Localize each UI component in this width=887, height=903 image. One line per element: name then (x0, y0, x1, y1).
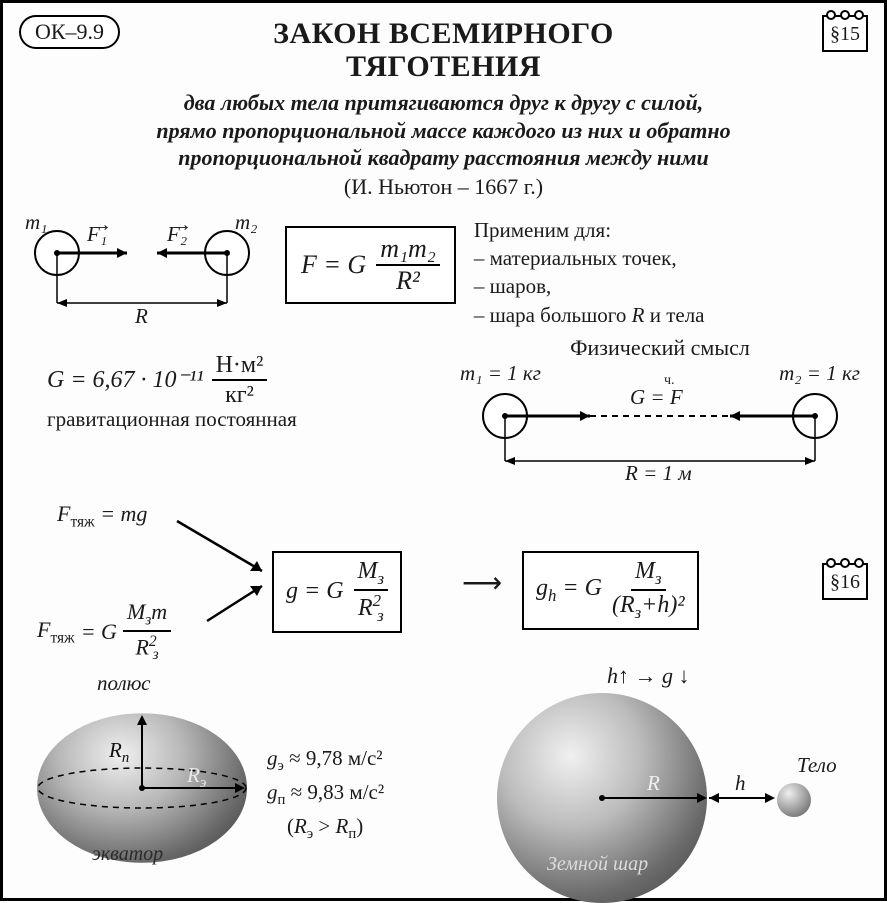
formula-fraction: m₁m₂ R² (376, 236, 440, 294)
physical-sense-block: Физический смысл (450, 335, 870, 481)
g-constant-block: G = 6,67 · 10⁻¹¹ Н·м² кг² гравитационная… (17, 353, 420, 432)
list-item: – шаров, (474, 272, 705, 300)
earth-sphere-label: Земной шар (547, 853, 648, 876)
author-line: (И. Ньютон – 1667 г.) (17, 174, 870, 200)
re-label: Rэ (187, 763, 206, 792)
mass2-label: m₂ (235, 210, 257, 235)
section-badge-label: §15 (830, 23, 860, 45)
g-formula-box: g = G Mз R2з (272, 551, 402, 633)
sense-r-label: R = 1 м (625, 461, 692, 486)
definition-line: пропорциональной квадрату расстояния меж… (17, 144, 870, 172)
list-item: – шара большого R и тела (474, 301, 705, 329)
earth-sphere-diagram: h↑ → g ↓ R h Тело Земной шар (447, 663, 867, 903)
definition-text: два любых тела притягиваются друг к друг… (17, 89, 870, 172)
vector-arrow-icon: → (91, 212, 112, 237)
pole-label: полюс (97, 671, 150, 696)
g-pole-value: gп ≈ 9,83 м/с² (267, 777, 384, 811)
oblate-earth-diagram: полюс экватор Rп Rэ gэ ≈ 9,78 м/с² gп ≈ … (17, 663, 437, 883)
section-badge-15: §15 (822, 15, 868, 52)
page-title: ЗАКОН ВСЕМИРНОГО ТЯГОТЕНИЯ (17, 17, 870, 83)
earth-h-label: h (735, 771, 746, 796)
ftyazh-mg: Fтяж = mg (57, 501, 147, 531)
sense-m1-label: m₁ = 1 кг (460, 361, 541, 386)
two-mass-diagram: m₁ m₂ → F₁ → F₂ R (17, 208, 267, 328)
formula-lhs: F = G (301, 250, 366, 280)
physical-sense-title: Физический смысл (450, 335, 870, 361)
sense-gf-label: G = F ч. (630, 385, 683, 410)
g-constant-units: Н·м² кг² (212, 353, 268, 407)
equator-label: экватор (92, 843, 163, 866)
gh-formula-box: gh = G Mз (Rз+h)² (522, 551, 699, 630)
applicability-list: Применим для: – материальных точек, – ша… (474, 216, 705, 329)
g-equator-value: gэ ≈ 9,78 м/с² (267, 743, 384, 777)
applicability-heading: Применим для: (474, 216, 705, 244)
definition-line: два любых тела притягиваются друг к друг… (17, 89, 870, 117)
arrow-right-icon: ⟶ (462, 566, 502, 600)
body-label: Тело (797, 753, 837, 778)
vector-arrow-icon: → (171, 212, 192, 237)
title-line: ТЯГОТЕНИЯ (17, 50, 870, 83)
force2-label: → F₂ (167, 222, 187, 247)
list-item: – материальных точек, (474, 244, 705, 272)
mass1-label: m₁ (25, 210, 47, 235)
radii-relation: (Rэ > Rп) (267, 811, 384, 845)
title-line: ЗАКОН ВСЕМИРНОГО (17, 17, 870, 50)
main-formula-box: F = G m₁m₂ R² (285, 226, 456, 304)
rp-label: Rп (109, 738, 129, 767)
ok-badge: ОК–9.9 (19, 15, 120, 49)
definition-line: прямо пропорциональной массе каждого из … (17, 117, 870, 145)
g-values-block: gэ ≈ 9,78 м/с² gп ≈ 9,83 м/с² (Rэ > Rп) (267, 743, 384, 846)
distance-label: R (135, 304, 148, 329)
sense-m2-label: m₂ = 1 кг (779, 361, 860, 386)
section-badge-16: §16 (822, 563, 868, 600)
sense-gf-note: ч. (664, 373, 675, 389)
g-constant-value: G = 6,67 · 10⁻¹¹ (47, 365, 204, 394)
g-constant-caption: гравитационная постоянная (47, 407, 420, 432)
section-badge-label: §16 (830, 571, 860, 593)
page-frame: ОК–9.9 §15 ЗАКОН ВСЕМИРНОГО ТЯГОТЕНИЯ дв… (0, 0, 887, 901)
earth-r-label: R (647, 771, 660, 796)
force1-label: → F₁ (87, 222, 107, 247)
